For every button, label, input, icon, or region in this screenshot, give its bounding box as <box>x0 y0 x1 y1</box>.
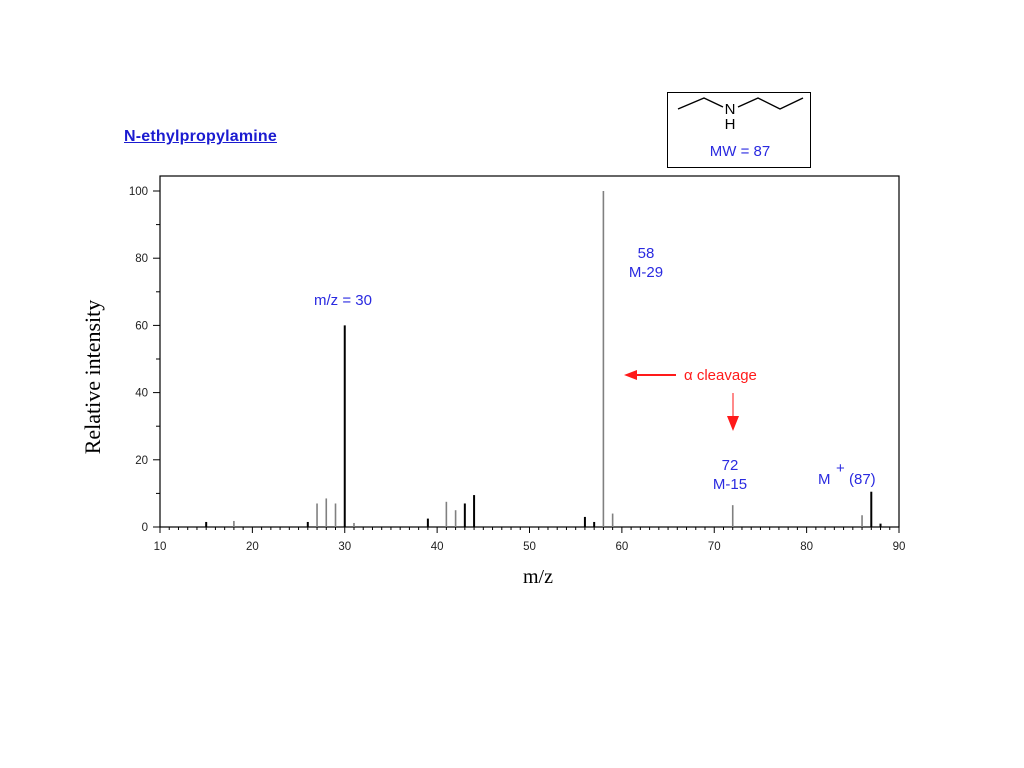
plot-frame <box>159 175 900 528</box>
peak-58-mz-annotation: 58 <box>638 245 655 262</box>
x-tick-label: 10 <box>154 541 167 553</box>
structure-diagram: N H <box>677 97 804 133</box>
x-tick-label: 70 <box>708 541 721 553</box>
peak-72-mz-annotation: 72 <box>722 457 739 474</box>
molecular-weight-label: MW = 87 <box>709 143 771 160</box>
alpha-cleavage-down-arrow <box>727 393 739 431</box>
y-tick-label: 0 <box>142 522 148 534</box>
x-tick-label: 50 <box>523 541 536 553</box>
ethyl-bond-line <box>677 97 724 110</box>
x-tick-label: 60 <box>615 541 628 553</box>
structure-box: N H MW = 87 <box>667 92 811 168</box>
x-tick-label: 30 <box>338 541 351 553</box>
x-axis-label: m/z <box>523 566 553 588</box>
x-tick-label: 80 <box>800 541 813 553</box>
hydrogen-atom-label: H <box>725 116 736 133</box>
y-axis-label: Relative intensity <box>80 300 105 455</box>
y-tick-label: 100 <box>129 186 148 198</box>
propyl-bond-line <box>737 97 804 110</box>
x-tick-label: 90 <box>893 541 906 553</box>
x-tick-label: 40 <box>431 541 444 553</box>
alpha-cleavage-label: α cleavage <box>684 367 757 384</box>
y-tick-label: 40 <box>135 388 148 400</box>
alpha-cleavage-horizontal-arrow <box>624 370 676 380</box>
peak-30-annotation: m/z = 30 <box>314 292 372 309</box>
molecular-ion-mass: (87) <box>849 471 876 488</box>
peak-72-loss-annotation: M-15 <box>713 476 747 493</box>
y-tick-label: 60 <box>135 320 148 332</box>
nitrogen-atom-label: N <box>725 101 736 118</box>
molecular-ion-annotation: M <box>818 471 831 488</box>
y-tick-label: 80 <box>135 253 148 265</box>
compound-title: N-ethylpropylamine <box>124 128 277 145</box>
peak-58-loss-annotation: M-29 <box>629 264 663 281</box>
x-tick-label: 20 <box>246 541 259 553</box>
molecular-ion-charge: + <box>836 460 845 477</box>
y-tick-label: 20 <box>135 455 148 467</box>
